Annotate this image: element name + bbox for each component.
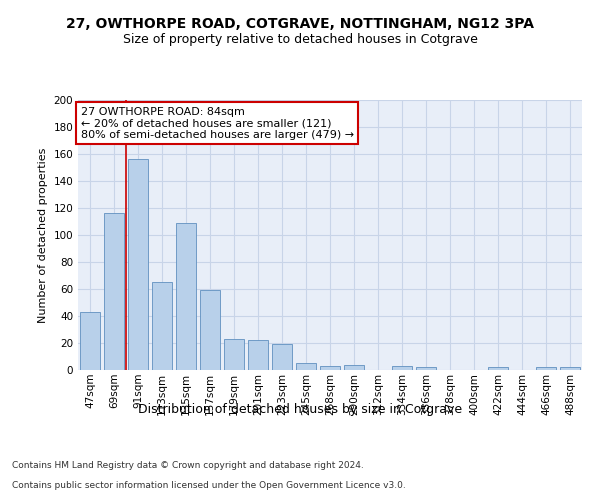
Bar (224, 339, 244, 370)
Bar (272, 344, 292, 370)
Bar (176, 223, 196, 370)
Bar (80, 312, 100, 370)
Text: 27, OWTHORPE ROAD, COTGRAVE, NOTTINGHAM, NG12 3PA: 27, OWTHORPE ROAD, COTGRAVE, NOTTINGHAM,… (66, 18, 534, 32)
Bar (392, 366, 412, 370)
Bar (152, 282, 172, 370)
Text: Size of property relative to detached houses in Cotgrave: Size of property relative to detached ho… (122, 32, 478, 46)
Bar (560, 368, 580, 370)
Text: Contains public sector information licensed under the Open Government Licence v3: Contains public sector information licen… (12, 481, 406, 490)
Bar (488, 368, 508, 370)
Bar (200, 290, 220, 370)
Bar (344, 364, 364, 370)
Text: Contains HM Land Registry data © Crown copyright and database right 2024.: Contains HM Land Registry data © Crown c… (12, 461, 364, 470)
Bar (128, 160, 148, 370)
Bar (416, 368, 436, 370)
Bar (104, 214, 124, 370)
Bar (536, 368, 556, 370)
Text: 27 OWTHORPE ROAD: 84sqm
← 20% of detached houses are smaller (121)
80% of semi-d: 27 OWTHORPE ROAD: 84sqm ← 20% of detache… (80, 107, 353, 140)
Bar (248, 340, 268, 370)
Bar (296, 363, 316, 370)
Y-axis label: Number of detached properties: Number of detached properties (38, 148, 48, 322)
Text: Distribution of detached houses by size in Cotgrave: Distribution of detached houses by size … (138, 402, 462, 415)
Bar (320, 366, 340, 370)
